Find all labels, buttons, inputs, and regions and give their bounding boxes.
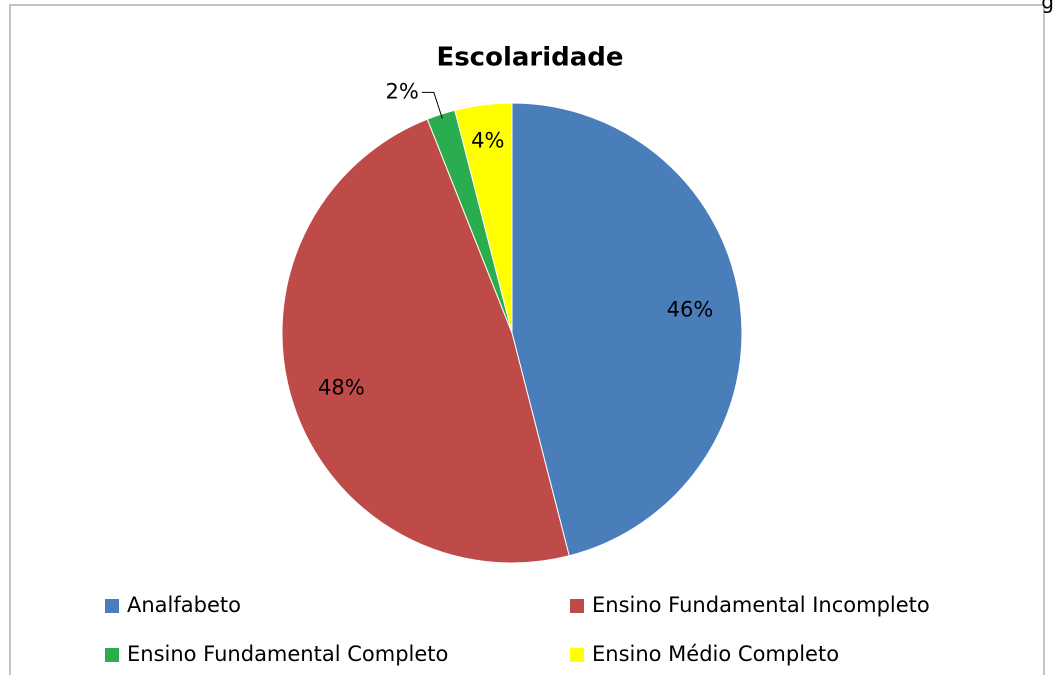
pie-slice — [511, 102, 743, 557]
legend-swatch — [105, 648, 119, 662]
legend-swatch — [570, 599, 584, 613]
chart-title: Escolaridade — [436, 43, 623, 73]
legend-label: Ensino Médio Completo — [592, 642, 839, 666]
data-label: 2% — [385, 79, 418, 103]
legend-label: Ensino Fundamental Incompleto — [592, 593, 930, 617]
data-label: 48% — [318, 375, 365, 399]
legend-label: Analfabeto — [127, 593, 241, 617]
pie-slice — [454, 102, 513, 334]
leader-line — [421, 91, 443, 119]
legend-label: Ensino Fundamental Completo — [127, 642, 448, 666]
data-label: 46% — [667, 298, 714, 322]
legend-swatch — [105, 599, 119, 613]
pie-slice — [281, 118, 570, 564]
corner-text: g — [1041, 0, 1054, 14]
legend-swatch — [570, 648, 584, 662]
data-label: 4% — [471, 128, 504, 152]
